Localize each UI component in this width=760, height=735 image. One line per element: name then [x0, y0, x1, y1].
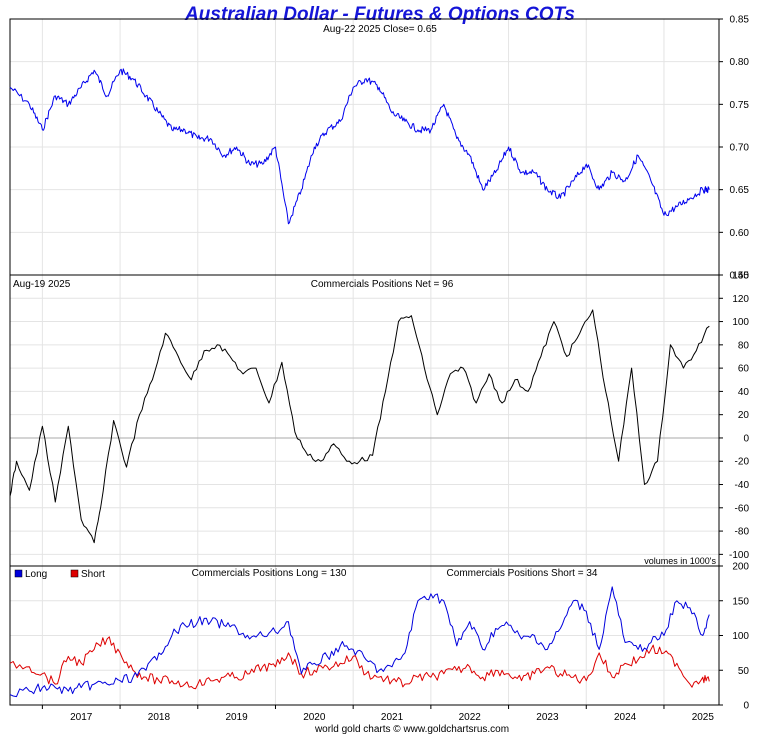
chart-title: Australian Dollar - Futures & Options CO… [184, 4, 575, 25]
net-y-tick-label: 20 [738, 410, 750, 421]
price-header: Aug-22 2025 Close= 0.65 [323, 24, 437, 35]
long-positions-line [9, 586, 710, 698]
short-header: Commercials Positions Short = 34 [447, 568, 598, 579]
lsh-y-tick-label: 150 [732, 596, 749, 607]
lsh-y-tick-label: 0 [743, 701, 749, 712]
lsh-y-tick-label: 50 [738, 666, 750, 677]
legend-short-swatch [70, 569, 79, 578]
lsh-y-tick-label: 200 [732, 562, 749, 573]
legend-short-label: Short [81, 569, 105, 580]
x-tick-label: 2021 [381, 712, 404, 723]
net-y-tick-label: -80 [735, 527, 750, 538]
price-y-tick-label: 0.60 [730, 228, 750, 239]
net-y-tick-label: -100 [729, 550, 749, 561]
axis-layer: 2017 2018 2019 2020 2021 2022 2023 2024 2025 0.85… [41, 15, 750, 723]
net-y-tick-label: -60 [735, 503, 750, 514]
legend-long-label: Long [25, 569, 47, 580]
x-tick-label: 2020 [303, 712, 326, 723]
price-y-tick-label: 0.55 [730, 271, 750, 282]
price-line [9, 68, 710, 225]
price-y-tick-label: 0.85 [730, 15, 750, 26]
volumes-note: volumes in 1000's [644, 556, 716, 566]
x-tick-label: 2025 [692, 712, 715, 723]
net-header: Commercials Positions Net = 96 [311, 279, 454, 290]
series-layer [9, 68, 710, 698]
lsh-y-tick-label: 100 [732, 631, 749, 642]
credit-text: world gold charts © www.goldchartsrus.co… [314, 724, 509, 735]
x-tick-label: 2017 [70, 712, 93, 723]
net-y-tick-label: 0 [743, 433, 749, 444]
net-y-tick-label: 40 [738, 387, 750, 398]
net-y-tick-label: 80 [738, 340, 750, 351]
long-header: Commercials Positions Long = 130 [192, 568, 347, 579]
legend-long-swatch [14, 569, 23, 578]
net-y-tick-label: 120 [732, 294, 749, 305]
net-panel-frame [9, 274, 720, 567]
net-date-label: Aug-19 2025 [13, 279, 71, 290]
short-positions-line [9, 636, 710, 690]
price-y-tick-label: 0.75 [730, 100, 750, 111]
price-y-tick-label: 0.80 [730, 57, 750, 68]
net-y-tick-label: -20 [735, 457, 750, 468]
x-tick-label: 2018 [148, 712, 171, 723]
net-y-tick-label: -40 [735, 480, 750, 491]
x-tick-label: 2022 [459, 712, 482, 723]
price-y-tick-label: 0.70 [730, 143, 750, 154]
price-y-tick-label: 0.65 [730, 185, 750, 196]
grid-layer [10, 18, 719, 706]
x-tick-label: 2023 [536, 712, 559, 723]
net-y-tick-label: 140 [732, 271, 749, 282]
net-y-tick-label: 60 [738, 364, 750, 375]
net-y-tick-label: 100 [732, 317, 749, 328]
net-positions-line [9, 309, 710, 544]
x-tick-label: 2024 [614, 712, 637, 723]
x-tick-label: 2019 [225, 712, 248, 723]
